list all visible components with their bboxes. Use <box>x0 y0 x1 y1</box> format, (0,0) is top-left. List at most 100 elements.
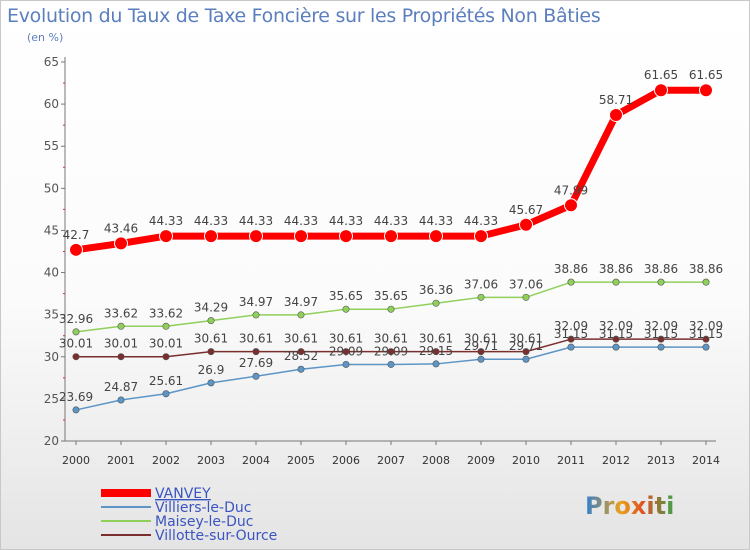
data-label: 27.69 <box>239 356 273 370</box>
x-tick-label: 2011 <box>557 454 585 467</box>
series-3-point <box>342 348 350 356</box>
data-label: 35.65 <box>374 289 408 303</box>
x-tick-label: 2001 <box>107 454 135 467</box>
series-1-point <box>432 360 440 368</box>
x-tick-label: 2013 <box>647 454 675 467</box>
x-tick-label: 2005 <box>287 454 315 467</box>
data-label: 34.97 <box>239 295 273 309</box>
data-label: 35.65 <box>329 289 363 303</box>
legend-label: Villotte-sur-Ource <box>155 528 277 544</box>
series-0-point <box>114 236 128 251</box>
x-tick-label: 2002 <box>152 454 180 467</box>
series-3-point <box>522 348 530 356</box>
data-label: 31.15 <box>689 327 723 341</box>
series-0-point <box>339 229 353 244</box>
y-tick-label: 50 <box>44 181 59 195</box>
data-label: 30.61 <box>464 332 498 346</box>
y-tick-label: 20 <box>44 434 59 448</box>
data-label: 38.86 <box>599 262 633 276</box>
y-tick-label: 45 <box>44 223 59 237</box>
data-label: 26.9 <box>198 363 225 377</box>
data-label: 30.01 <box>59 337 93 351</box>
series-2-point <box>162 322 170 330</box>
series-2-point <box>612 278 620 286</box>
y-tick-label: 60 <box>44 97 59 111</box>
data-label: 36.36 <box>419 283 453 297</box>
series-0-point <box>654 83 668 98</box>
data-label: 38.86 <box>644 262 678 276</box>
series-2-point <box>432 299 440 307</box>
series-0-point <box>159 229 173 244</box>
x-tick-label: 2008 <box>422 454 450 467</box>
series-0-point <box>564 198 578 213</box>
series-3-point <box>162 353 170 361</box>
data-label: 25.61 <box>149 374 183 388</box>
series-3-point <box>657 335 665 343</box>
series-0-point <box>69 242 83 257</box>
data-label: 32.09 <box>599 319 633 333</box>
series-1-point <box>387 360 395 368</box>
y-tick-label: 40 <box>44 266 59 280</box>
x-tick-label: 2012 <box>602 454 630 467</box>
series-2-point <box>207 317 215 325</box>
data-label: 30.61 <box>374 332 408 346</box>
series-3-point <box>387 348 395 356</box>
series-0-point <box>294 229 308 244</box>
x-tick-label: 2010 <box>512 454 540 467</box>
series-2-point <box>342 305 350 313</box>
data-label: 30.01 <box>149 337 183 351</box>
chart-title: Evolution du Taux de Taxe Foncière sur l… <box>7 5 601 27</box>
data-label: 24.87 <box>104 380 138 394</box>
series-0-point <box>384 229 398 244</box>
series-1-point <box>522 355 530 363</box>
data-label: 44.33 <box>194 214 228 228</box>
legend-label: Villiers-le-Duc <box>155 500 251 516</box>
data-label: 29.71 <box>509 339 543 353</box>
data-label: 30.61 <box>509 332 543 346</box>
data-label: 29.09 <box>374 344 408 358</box>
series-2-point <box>72 328 80 336</box>
series-0-point <box>474 229 488 244</box>
data-label: 37.06 <box>509 277 543 291</box>
y-tick-label: 30 <box>44 350 59 364</box>
data-label: 44.33 <box>239 214 273 228</box>
data-label: 30.61 <box>194 332 228 346</box>
x-tick-label: 2003 <box>197 454 225 467</box>
data-label: 32.09 <box>644 319 678 333</box>
series-0-point <box>249 229 263 244</box>
data-label: 34.29 <box>194 301 228 315</box>
data-label: 28.52 <box>284 349 318 363</box>
series-2-point <box>252 311 260 319</box>
series-0-point <box>699 83 713 98</box>
series-1-point <box>477 355 485 363</box>
x-tick-label: 2007 <box>377 454 405 467</box>
series-3-point <box>432 348 440 356</box>
data-label: 30.61 <box>329 332 363 346</box>
series-2-point <box>117 322 125 330</box>
series-3-point <box>117 353 125 361</box>
series-3-point <box>567 335 575 343</box>
series-1-point <box>297 365 305 373</box>
data-label: 61.65 <box>644 68 678 82</box>
data-label: 30.61 <box>284 332 318 346</box>
data-label: 29.09 <box>329 344 363 358</box>
data-label: 33.62 <box>104 306 138 320</box>
data-label: 31.15 <box>644 327 678 341</box>
series-1-point <box>612 343 620 351</box>
series-1-point <box>207 379 215 387</box>
series-3-point <box>477 348 485 356</box>
data-label: 44.33 <box>329 214 363 228</box>
series-3-point <box>72 353 80 361</box>
data-label: 31.15 <box>554 327 588 341</box>
proxiti-logo: Proxiti <box>585 492 675 520</box>
legend-label: VANVEY <box>155 486 211 502</box>
series-1-point <box>702 343 710 351</box>
series-0-point <box>609 107 623 122</box>
series-1-point <box>72 406 80 414</box>
data-label: 33.62 <box>149 306 183 320</box>
series-0-point <box>519 217 533 232</box>
data-label: 43.46 <box>104 221 138 235</box>
data-label: 44.33 <box>374 214 408 228</box>
